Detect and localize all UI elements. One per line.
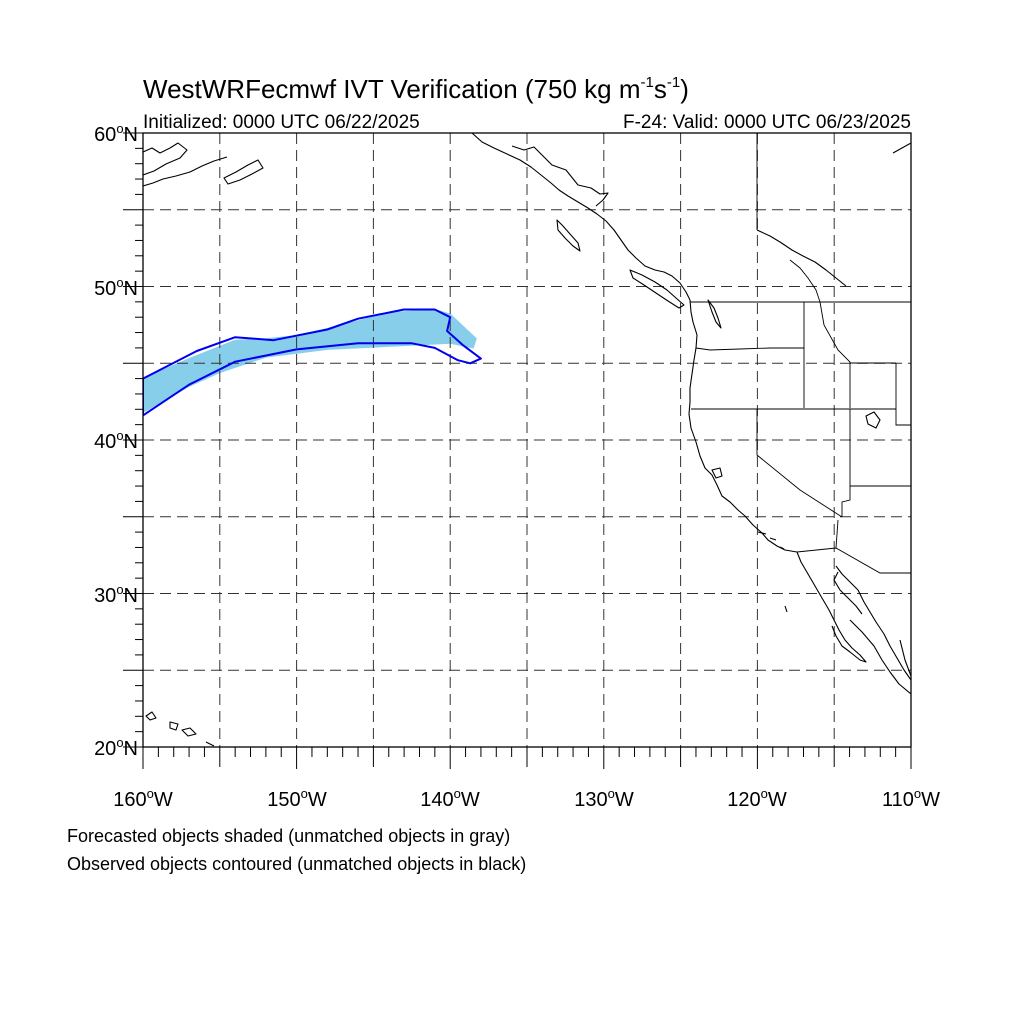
lon-label-120: 120oW <box>727 786 787 811</box>
lat-label-30: 30oN <box>94 582 138 607</box>
lon-label-130: 130oW <box>574 786 634 811</box>
lat-label-60: 60oN <box>94 121 138 146</box>
figure-title: WestWRFecmwf IVT Verification (750 kg m-… <box>143 74 689 104</box>
lat-label-40: 40oN <box>94 428 138 453</box>
latitude-labels: 60oN 50oN 40oN 30oN 20oN <box>94 121 138 760</box>
political-borders <box>690 133 911 574</box>
lon-label-160: 160oW <box>113 786 173 811</box>
legend-observed-note: Observed objects contoured (unmatched ob… <box>67 854 526 874</box>
axis-ticks <box>123 132 912 769</box>
lat-label-20: 20oN <box>94 735 138 760</box>
map-area <box>143 133 911 747</box>
forecast-object-shaded <box>143 308 477 413</box>
lon-label-150: 150oW <box>267 786 327 811</box>
legend-forecast-note: Forecasted objects shaded (unmatched obj… <box>67 826 510 846</box>
coastlines <box>143 133 911 747</box>
gridlines <box>143 133 911 747</box>
lon-label-140: 140oW <box>420 786 480 811</box>
observed-object-contour <box>143 308 482 417</box>
lon-label-110: 110oW <box>882 786 940 811</box>
valid-label: F-24: Valid: 0000 UTC 06/23/2025 <box>623 112 911 133</box>
longitude-labels: 160oW 150oW 140oW 130oW 120oW 110oW <box>113 786 940 811</box>
lat-label-50: 50oN <box>94 275 138 300</box>
initialized-label: Initialized: 0000 UTC 06/22/2025 <box>143 112 420 133</box>
